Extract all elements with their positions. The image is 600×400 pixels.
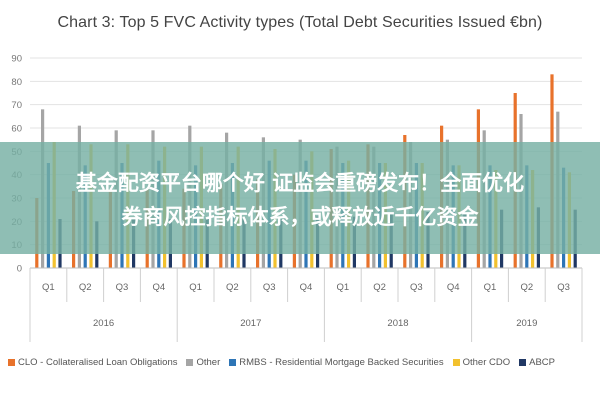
year-label: 2016 [93, 318, 114, 329]
x-tick-label: Q1 [42, 282, 55, 293]
banner-text[interactable]: 基金配资平台哪个好 证监会重磅发布！全面优化 券商风控指标体系，或释放近千亿资金 [8, 166, 592, 234]
y-tick-label: 90 [11, 54, 22, 65]
x-tick-label: Q1 [189, 282, 202, 293]
y-tick-label: 0 [17, 264, 22, 275]
y-tick-label: 70 [11, 100, 22, 111]
legend-swatch [186, 358, 194, 366]
x-tick-label: Q2 [79, 282, 92, 293]
x-axis: Q1 Q2 Q3 Q4 Q1 Q2 Q3 Q4 Q1 Q2 Q3 Q4 Q1 Q2 Q3 2016 2017 20… [29, 267, 583, 342]
legend-item: ABCP [519, 357, 555, 368]
legend-item: RMBS - Residential Mortgage Backed Secur… [229, 356, 444, 368]
x-tick-label: Q4 [152, 282, 165, 293]
x-tick-label: Q2 [373, 282, 386, 293]
legend-label: RMBS - Residential Mortgage Backed Secur… [239, 356, 444, 368]
legend-item: CLO - Collateralised Loan Obligations [8, 357, 177, 368]
chart-legend: CLO - Collateralised Loan Obligations Oth… [8, 352, 600, 372]
legend-item: Other [186, 357, 220, 368]
x-tick-label: Q3 [410, 282, 423, 293]
legend-label: Other [196, 356, 221, 368]
y-tick-label: 80 [11, 77, 22, 88]
legend-label: ABCP [529, 356, 555, 368]
x-tick-label: Q3 [263, 282, 276, 293]
year-label: 2019 [516, 318, 537, 329]
year-label: 2017 [240, 318, 261, 329]
y-tick-label: 60 [11, 124, 22, 135]
x-tick-label: Q1 [336, 282, 349, 293]
x-tick-label: Q2 [520, 282, 533, 293]
overlay-banner[interactable]: 基金配资平台哪个好 证监会重磅发布！全面优化 券商风控指标体系，或释放近千亿资金 [0, 142, 600, 254]
legend-swatch [452, 358, 460, 366]
x-tick-label: Q2 [226, 282, 239, 293]
x-tick-label: Q4 [447, 282, 460, 293]
legend-swatch [8, 358, 15, 366]
x-tick-label: Q4 [300, 282, 313, 293]
x-tick-label: Q3 [116, 282, 129, 293]
legend-swatch [229, 358, 237, 366]
banner-line-2: 券商风控指标体系，或释放近千亿资金 [121, 205, 479, 229]
chart-title: Chart 3: Top 5 FVC Activity types (Total… [57, 14, 543, 31]
banner-line-1: 基金配资平台哪个好 证监会重磅发布！全面优化 [75, 171, 525, 195]
legend-item: Other CDO [452, 356, 511, 368]
year-label: 2018 [387, 318, 408, 329]
legend-swatch [519, 358, 527, 366]
legend-label: CLO - Collateralised Loan Obligations [18, 356, 178, 368]
x-tick-label: Q3 [557, 282, 570, 293]
legend-label: Other CDO [462, 356, 511, 368]
x-tick-label: Q1 [484, 282, 497, 293]
